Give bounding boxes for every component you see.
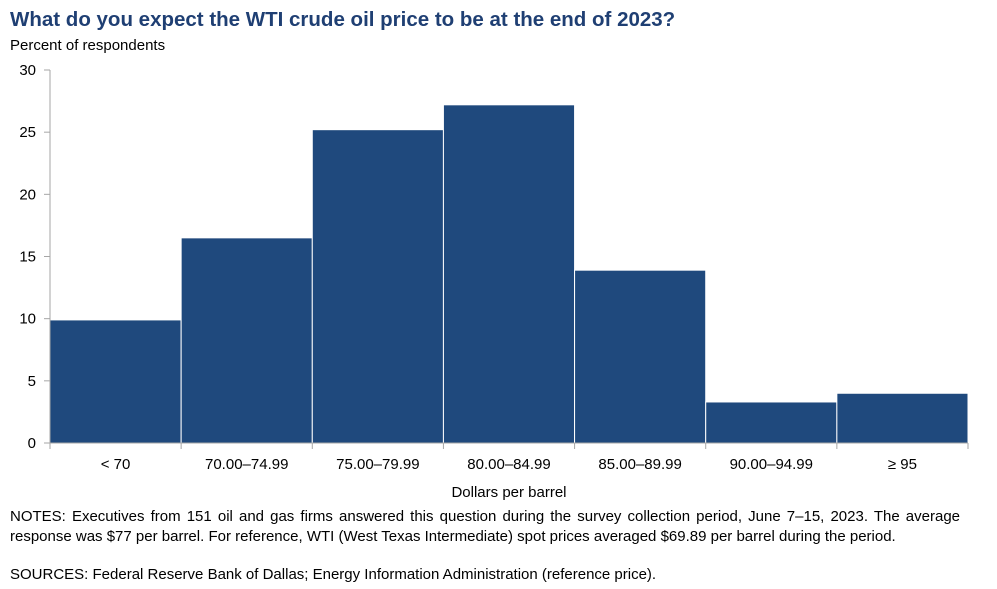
- chart-notes: NOTES: Executives from 151 oil and gas f…: [10, 507, 960, 546]
- bar: [180, 237, 313, 444]
- y-tick-label: 20: [19, 186, 36, 203]
- bar: [574, 269, 707, 444]
- chart-title: What do you expect the WTI crude oil pri…: [10, 8, 676, 31]
- chart-sources: SOURCES: Federal Reserve Bank of Dallas;…: [10, 566, 657, 583]
- bar: [442, 104, 576, 444]
- bar: [311, 129, 444, 444]
- x-tick-label: 90.00–94.99: [730, 456, 813, 473]
- notes-text: NOTES: Executives from 151 oil and gas f…: [10, 508, 960, 545]
- bar: [705, 401, 838, 444]
- y-tick-label: 0: [28, 435, 36, 452]
- x-tick-label: ≥ 95: [888, 456, 917, 473]
- x-tick-label: 75.00–79.99: [336, 456, 419, 473]
- x-tick-label: 85.00–89.99: [598, 456, 681, 473]
- histogram-chart: 0 5 10 15 20 25 30 < 70 70.00–74.99 75.00–79.99 80…: [19, 62, 969, 501]
- x-tick-label: 80.00–84.99: [467, 456, 550, 473]
- y-tick-label: 10: [19, 311, 36, 328]
- x-tick-label: < 70: [101, 456, 131, 473]
- y-tick-label: 30: [19, 62, 36, 79]
- y-tick-label: 25: [19, 124, 36, 141]
- y-axis-label: Percent of respondents: [10, 37, 166, 54]
- bar: [836, 392, 969, 444]
- bar: [49, 319, 182, 444]
- x-axis-label: Dollars per barrel: [451, 484, 566, 501]
- x-tick-label: 70.00–74.99: [205, 456, 288, 473]
- y-tick-label: 15: [19, 249, 36, 266]
- y-tick-label: 5: [28, 373, 36, 390]
